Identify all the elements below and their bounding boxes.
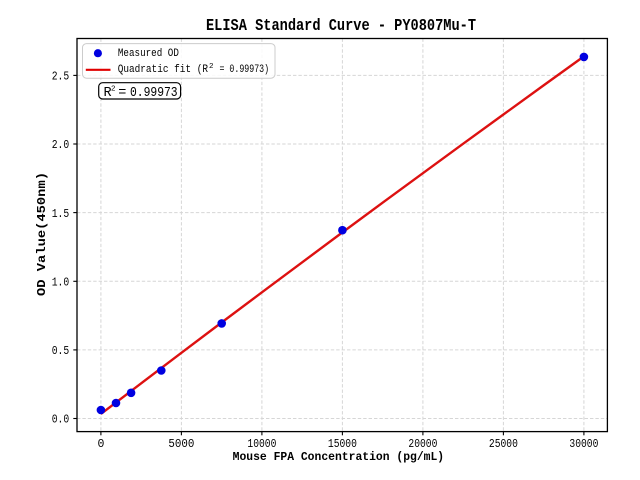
svg-text:Measured OD: Measured OD [118, 48, 179, 60]
svg-text:OD Value(450nm): OD Value(450nm) [35, 172, 49, 296]
svg-text:2.0: 2.0 [52, 139, 70, 152]
svg-text:1.0: 1.0 [52, 277, 70, 290]
svg-text:30000: 30000 [569, 438, 598, 451]
svg-text:= 0.99973): = 0.99973) [220, 64, 270, 76]
svg-text:2: 2 [111, 86, 116, 94]
svg-text:25000: 25000 [489, 438, 518, 451]
svg-text:5000: 5000 [168, 438, 194, 451]
svg-text:1.5: 1.5 [52, 208, 70, 221]
svg-text:Quadratic fit (R: Quadratic fit (R [118, 64, 209, 76]
svg-text:R: R [104, 86, 112, 101]
svg-text:0: 0 [97, 438, 104, 451]
svg-text:0.5: 0.5 [52, 345, 70, 358]
svg-text:=: = [118, 86, 126, 101]
svg-text:20000: 20000 [408, 438, 437, 451]
svg-text:2: 2 [209, 63, 214, 71]
svg-text:0.0: 0.0 [52, 414, 70, 427]
svg-text:Mouse FPA Concentration (pg/mL: Mouse FPA Concentration (pg/mL) [233, 450, 445, 464]
svg-text:10000: 10000 [247, 438, 276, 451]
svg-text:15000: 15000 [328, 438, 357, 451]
svg-text:ELISA Standard Curve - PY0807M: ELISA Standard Curve - PY0807Mu-T [206, 16, 476, 35]
svg-text:2.5: 2.5 [52, 71, 70, 84]
svg-text:0.99973: 0.99973 [130, 86, 178, 101]
